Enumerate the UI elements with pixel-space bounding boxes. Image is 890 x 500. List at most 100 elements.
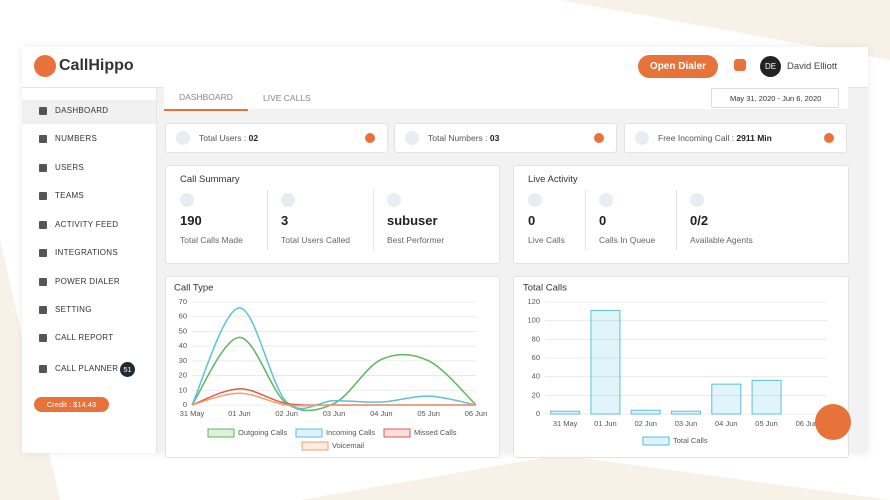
y-tick-label: 60: [532, 353, 540, 362]
stat-icon: [635, 131, 649, 145]
stat-value: 03: [489, 133, 500, 143]
call-summary-card: Call Summary: [165, 165, 500, 264]
stat-text: Total Users : 02: [199, 133, 258, 143]
card-title: Call Summary: [180, 174, 240, 185]
legend-swatch: [295, 428, 323, 438]
y-tick-label: 100: [527, 316, 540, 325]
add-button[interactable]: [365, 133, 375, 143]
total-calls-card: [513, 276, 849, 458]
menu-item[interactable]: INTEGRATIONS: [55, 248, 119, 257]
x-tick-label: 31 May: [553, 419, 578, 428]
line-series: [191, 392, 476, 407]
menu-icon: [39, 192, 47, 200]
summary-label: Live Calls: [528, 235, 565, 245]
menu-item[interactable]: CALL REPORT: [55, 333, 114, 342]
summary-label: Total Users Called: [281, 235, 350, 245]
y-tick-label: 0: [183, 400, 187, 409]
y-tick-label: 0: [536, 409, 540, 418]
legend-label: Total Calls: [673, 436, 708, 445]
notification-bell[interactable]: [734, 59, 746, 71]
divider: [267, 190, 268, 250]
credit-button[interactable]: Credit : $14.43: [34, 397, 109, 412]
menu-item[interactable]: DASHBOARD: [55, 106, 109, 115]
stat-icon: [405, 131, 419, 145]
line-series: [191, 336, 477, 412]
y-tick-label: 40: [179, 341, 187, 350]
summary-label: Best Performer: [387, 235, 445, 245]
menu-item[interactable]: NUMBERS: [55, 134, 98, 143]
stat-text: Free Incoming Call : 2911 Min: [658, 133, 772, 143]
summary-value: 0: [528, 213, 536, 228]
menu-icon: [39, 365, 47, 373]
user-name[interactable]: David Elliott: [787, 61, 838, 72]
add-button[interactable]: [594, 133, 604, 143]
stat-value: 02: [248, 133, 259, 143]
chart-title: Total Calls: [523, 283, 567, 294]
line-series: [191, 307, 477, 410]
stat-value: 2911 Min: [736, 133, 772, 143]
user-avatar[interactable]: DE: [760, 56, 781, 77]
bar: [670, 410, 702, 415]
date-picker[interactable]: [711, 88, 839, 108]
menu-icon: [39, 135, 47, 143]
x-tick-label: 05 Jun: [417, 409, 440, 418]
card-title: Live Activity: [528, 174, 578, 185]
menu-item[interactable]: TEAMS: [55, 191, 85, 200]
menu-item[interactable]: CALL PLANNER: [55, 364, 119, 373]
menu-icon: [39, 221, 47, 229]
menu-item[interactable]: SETTING: [55, 305, 92, 314]
tab-bar: DASHBOARD LIVE CALLS May 31, 2020 - Jun …: [164, 87, 848, 111]
live-activity-card: Live Activity: [513, 165, 849, 264]
summary-icon: [690, 193, 704, 207]
legend-swatch: [301, 441, 329, 451]
legend-label: Outgoing Calls: [238, 428, 287, 437]
summary-icon: [387, 193, 401, 207]
menu-item[interactable]: POWER DIALER: [55, 277, 120, 286]
tab[interactable]: DASHBOARD: [179, 92, 233, 102]
logo-icon: [34, 55, 56, 77]
stat-text: Total Numbers : 03: [428, 133, 499, 143]
x-tick-label: 06 Jun: [465, 409, 488, 418]
stat-card: Total Numbers : 03: [394, 123, 617, 153]
y-tick-label: 80: [532, 334, 540, 343]
menu-icon: [39, 164, 47, 172]
bar: [550, 410, 581, 415]
divider: [585, 190, 586, 250]
stat-card: Total Users : 02: [165, 123, 388, 153]
call-type-card: [165, 276, 500, 458]
menu-item[interactable]: ACTIVITY FEED: [55, 220, 119, 229]
summary-label: Total Calls Made: [180, 235, 243, 245]
date-range[interactable]: May 31, 2020 - Jun 6, 2020: [730, 94, 822, 103]
legend-label: Voicemail: [332, 441, 364, 450]
add-button[interactable]: [824, 133, 834, 143]
chat-button[interactable]: [815, 404, 851, 440]
summary-icon: [528, 193, 542, 207]
open-dialer-button[interactable]: Open Dialer: [638, 55, 718, 78]
summary-label: Available Agents: [690, 235, 753, 245]
menu-icon: [39, 249, 47, 257]
y-tick-label: 120: [527, 297, 540, 306]
menu-item[interactable]: USERS: [55, 163, 85, 172]
x-tick-label: 03 Jun: [675, 419, 698, 428]
badge: 51: [120, 362, 135, 377]
summary-icon: [281, 193, 295, 207]
summary-value: 190: [180, 213, 202, 228]
x-tick-label: 31 May: [180, 409, 205, 418]
y-tick-label: 30: [179, 356, 187, 365]
tab[interactable]: LIVE CALLS: [263, 93, 311, 103]
x-tick-label: 01 Jun: [228, 409, 251, 418]
legend-swatch: [642, 436, 670, 446]
bar: [590, 309, 621, 415]
summary-icon: [599, 193, 613, 207]
x-tick-label: 02 Jun: [275, 409, 298, 418]
x-tick-label: 05 Jun: [755, 419, 778, 428]
x-tick-label: 01 Jun: [594, 419, 617, 428]
y-tick-label: 20: [179, 371, 187, 380]
stat-icon: [176, 131, 190, 145]
chart-title: Call Type: [174, 283, 213, 294]
summary-value: 0: [599, 213, 607, 228]
bar: [751, 379, 782, 415]
legend-label: Incoming Calls: [326, 428, 375, 437]
